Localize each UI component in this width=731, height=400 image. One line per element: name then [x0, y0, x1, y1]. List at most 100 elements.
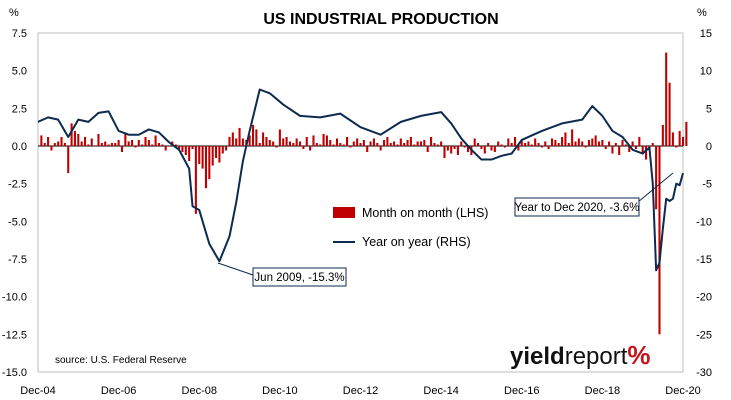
- mom-bar: [675, 146, 678, 148]
- mom-bar: [40, 135, 43, 146]
- mom-bar: [487, 142, 490, 146]
- annotation-leader: [637, 172, 674, 203]
- x-tick-label: Dec-08: [182, 385, 217, 397]
- mom-bar: [339, 142, 342, 146]
- mom-bar: [453, 146, 456, 150]
- mom-bar: [218, 146, 221, 163]
- mom-bar: [120, 146, 124, 153]
- mom-bar: [567, 142, 570, 146]
- mom-bar: [382, 139, 386, 146]
- mom-bar: [426, 146, 429, 153]
- mom-bar: [154, 135, 157, 146]
- mom-bar: [463, 146, 466, 148]
- yoy-series-line: [37, 88, 684, 272]
- mom-bar: [460, 141, 463, 146]
- left-tick-label: 0.0: [12, 141, 27, 153]
- mom-bar: [466, 146, 470, 153]
- legend-swatch-bar: [333, 207, 355, 218]
- mom-bar: [581, 141, 584, 146]
- mom-bar: [231, 132, 234, 146]
- mom-bar: [443, 146, 446, 159]
- right-tick-label: -5: [702, 179, 712, 191]
- mom-bar: [117, 139, 120, 146]
- yoy-line: [37, 88, 684, 272]
- mom-bar: [198, 146, 201, 165]
- mom-bar: [584, 146, 587, 148]
- mom-bar: [90, 138, 93, 146]
- mom-bar: [554, 139, 557, 146]
- mom-bar: [298, 141, 302, 146]
- mom-bar: [43, 142, 46, 146]
- mom-bar: [221, 146, 224, 154]
- mom-bar: [107, 144, 110, 146]
- mom-bar: [493, 146, 496, 153]
- mom-bar: [335, 138, 339, 146]
- mom-bar: [446, 146, 449, 151]
- mom-bar: [510, 142, 513, 146]
- mom-bar: [406, 139, 409, 146]
- right-tick-label: -10: [696, 216, 712, 228]
- mom-bar: [540, 146, 543, 148]
- mom-bar: [456, 146, 459, 156]
- mom-bar: [671, 132, 674, 146]
- mom-bar: [100, 142, 103, 146]
- left-tick-label: -7.5: [8, 254, 27, 266]
- mom-bar: [174, 144, 177, 146]
- mom-bar: [262, 132, 265, 146]
- mom-bar: [83, 136, 87, 146]
- mom-bar: [430, 136, 433, 146]
- mom-bar: [685, 121, 688, 146]
- mom-bar: [77, 133, 80, 146]
- mom-bar: [251, 124, 255, 146]
- x-tick-label: Dec-20: [665, 385, 700, 397]
- mom-bar: [241, 138, 244, 146]
- mom-bar: [272, 141, 275, 146]
- mom-bar: [520, 139, 523, 146]
- x-tick-label: Dec-04: [20, 385, 55, 397]
- mom-bar: [396, 144, 399, 146]
- mom-bar: [60, 136, 63, 146]
- mom-bar: [134, 146, 137, 148]
- mom-bar: [349, 146, 352, 148]
- mom-bar: [423, 139, 426, 146]
- annotation-label: Year to Dec 2020, -3.6%: [515, 202, 640, 214]
- mom-bar: [500, 144, 503, 146]
- right-axis: 15 10 5 0 -5 -10 -15 -20 -25 -30: [696, 28, 712, 379]
- mom-bar: [369, 141, 372, 146]
- left-tick-label: 7.5: [12, 28, 27, 40]
- plot-area: [37, 32, 684, 373]
- source-note: source: U.S. Federal Reserve: [55, 355, 187, 366]
- mom-bar: [346, 136, 349, 146]
- mom-bar: [265, 136, 268, 146]
- mom-bar: [70, 123, 73, 146]
- mom-bar: [53, 142, 56, 146]
- mom-bar: [295, 138, 298, 146]
- mom-bar: [282, 138, 285, 146]
- mom-bar: [477, 142, 480, 146]
- mom-bar: [292, 142, 295, 146]
- right-axis-unit: %: [697, 7, 707, 19]
- annotation-leader: [217, 262, 254, 276]
- mom-bar: [131, 139, 134, 146]
- mom-bar: [238, 127, 241, 146]
- mom-bar: [258, 142, 261, 146]
- x-tick-label: Dec-16: [504, 385, 539, 397]
- mom-bar: [550, 138, 554, 146]
- mom-bar: [94, 146, 97, 147]
- mom-bar: [157, 142, 160, 146]
- mom-bar: [362, 139, 365, 146]
- mom-bar: [322, 133, 325, 146]
- right-tick-label: 0: [706, 141, 712, 153]
- right-tick-label: 5: [706, 103, 712, 115]
- mom-bar: [235, 138, 238, 146]
- mom-bar: [638, 136, 641, 146]
- mom-bar: [255, 129, 258, 146]
- mom-bar: [366, 146, 369, 153]
- mom-bar: [490, 146, 493, 151]
- mom-bar: [211, 146, 214, 166]
- mom-bar: [114, 142, 117, 146]
- mom-bar: [144, 136, 147, 146]
- mom-bar: [151, 144, 154, 146]
- mom-bar: [591, 138, 594, 146]
- mom-bar: [178, 146, 181, 150]
